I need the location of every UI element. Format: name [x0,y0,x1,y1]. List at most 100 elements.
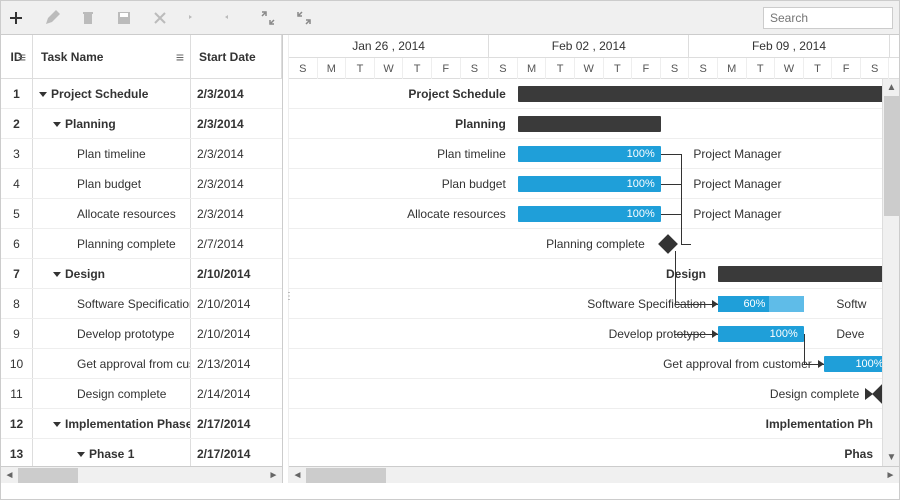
day-header: S [861,58,890,79]
search-input[interactable] [763,7,893,29]
hscrollbar-right[interactable]: ◄ ► [289,466,899,483]
summary-bar[interactable] [518,86,890,102]
table-row[interactable]: 12Implementation Phase2/17/2014 [1,409,282,439]
caret-icon[interactable] [53,422,61,427]
table-row[interactable]: 5Allocate resources2/3/2014 [1,199,282,229]
cell-id: 4 [1,169,33,198]
scroll-right-icon[interactable]: ► [265,467,282,484]
delete-icon[interactable] [79,9,97,27]
arrow-icon [865,388,873,400]
task-bar[interactable]: 100% [824,356,890,372]
cell-date: 2/3/2014 [191,79,282,108]
gantt-row: Planning [289,109,899,139]
task-bar[interactable]: 100% [518,176,661,192]
menu-icon[interactable]: ≡ [176,49,184,65]
indent-icon[interactable] [223,9,241,27]
table-row[interactable]: 2Planning2/3/2014 [1,109,282,139]
task-grid: ID≡ Task Name≡ Start Date 1Project Sched… [1,35,283,483]
dependency-line [681,154,682,244]
menu-icon[interactable]: ≡ [18,49,26,65]
task-bar[interactable]: 100% [718,326,804,342]
expand-icon[interactable] [259,9,277,27]
collapse-icon[interactable] [295,9,313,27]
cell-date: 2/3/2014 [191,199,282,228]
task-label: Design complete [289,379,865,409]
day-header: T [604,58,633,79]
table-row[interactable]: 9Develop prototype2/10/2014 [1,319,282,349]
caret-icon[interactable] [53,272,61,277]
day-header: M [518,58,547,79]
cell-date: 2/3/2014 [191,169,282,198]
table-row[interactable]: 6Planning complete2/7/2014 [1,229,282,259]
week-header: Jan 26 , 2014 [289,35,489,57]
arrow-icon [818,360,824,368]
task-bar[interactable]: 60% [718,296,804,312]
cell-date: 2/10/2014 [191,289,282,318]
resource-label: Project Manager [693,139,781,169]
cell-id: 9 [1,319,33,348]
task-label: Design [289,259,712,289]
cell-id: 13 [1,439,33,466]
gantt-row: Plan timeline100%Project Manager [289,139,899,169]
resource-label: Deve [836,319,864,349]
day-header: W [775,58,804,79]
vscrollbar[interactable]: ▲ ▼ [882,79,899,466]
outdent-icon[interactable] [187,9,205,27]
table-row[interactable]: 13Phase 12/17/2014 [1,439,282,466]
summary-bar[interactable] [518,116,661,132]
cell-task: Planning complete [33,229,191,258]
dependency-line [661,214,681,215]
cell-task: Allocate resources [33,199,191,228]
table-row[interactable]: 3Plan timeline2/3/2014 [1,139,282,169]
dependency-line [675,251,676,304]
task-label: Planning complete [289,229,651,259]
column-header-date[interactable]: Start Date [191,35,282,79]
add-icon[interactable] [7,9,25,27]
caret-icon[interactable] [39,92,47,97]
day-header: T [747,58,776,79]
gantt-row: Implementation Ph [289,409,899,439]
table-row[interactable]: 7Design2/10/2014 [1,259,282,289]
hscrollbar-left[interactable]: ◄ ► [1,466,282,483]
caret-icon[interactable] [77,452,85,457]
cell-task: Planning [33,109,191,138]
edit-icon[interactable] [43,9,61,27]
resource-label: Softw [836,289,866,319]
summary-bar[interactable] [718,266,890,282]
resource-label: Project Manager [693,199,781,229]
cell-id: 10 [1,349,33,378]
scroll-down-icon[interactable]: ▼ [883,449,899,466]
table-row[interactable]: 4Plan budget2/3/2014 [1,169,282,199]
cell-date: 2/14/2014 [191,379,282,408]
caret-icon[interactable] [53,122,61,127]
cell-id: 8 [1,289,33,318]
scroll-left-icon[interactable]: ◄ [289,467,306,484]
day-header: W [575,58,604,79]
dependency-line [681,244,691,245]
task-bar[interactable]: 100% [518,146,661,162]
dependency-line [661,184,681,185]
day-header: M [318,58,347,79]
table-row[interactable]: 8Software Specification2/10/2014 [1,289,282,319]
table-row[interactable]: 10Get approval from customer2/13/2014 [1,349,282,379]
scroll-left-icon[interactable]: ◄ [1,467,18,484]
gantt-row: Design [289,259,899,289]
scroll-up-icon[interactable]: ▲ [883,79,899,96]
table-row[interactable]: 1Project Schedule2/3/2014 [1,79,282,109]
cell-task: Phase 1 [33,439,191,466]
save-icon[interactable] [115,9,133,27]
arrow-icon [712,330,718,338]
cell-id: 11 [1,379,33,408]
task-bar[interactable]: 100% [518,206,661,222]
column-header-id[interactable]: ID≡ [1,35,33,79]
cancel-icon[interactable] [151,9,169,27]
gantt-row: Planning complete [289,229,899,259]
gantt-row: Project Schedule [289,79,899,109]
cell-date: 2/10/2014 [191,259,282,288]
table-row[interactable]: 11Design complete2/14/2014 [1,379,282,409]
scroll-right-icon[interactable]: ► [882,467,899,484]
gantt-row: Plan budget100%Project Manager [289,169,899,199]
task-label: Implementation Ph [766,409,879,439]
column-header-task[interactable]: Task Name≡ [33,35,191,79]
day-header: S [289,58,318,79]
